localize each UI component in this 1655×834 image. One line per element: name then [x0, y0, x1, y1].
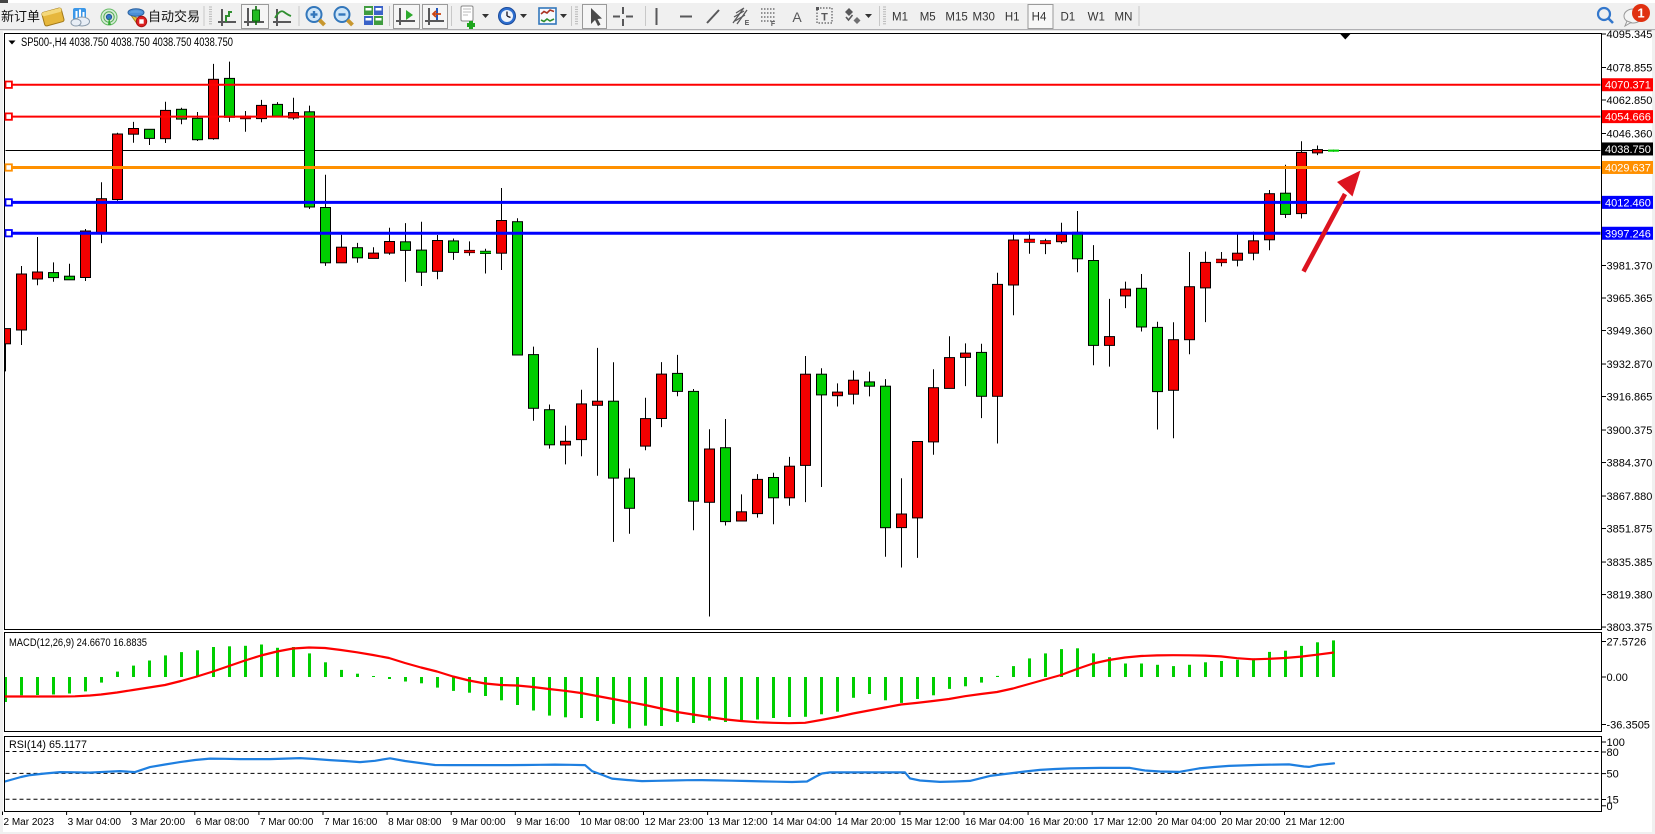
- svg-text:3997.246: 3997.246: [1605, 228, 1651, 240]
- svg-text:3932.870: 3932.870: [1607, 359, 1653, 371]
- svg-text:3916.865: 3916.865: [1607, 392, 1653, 404]
- svg-text:-36.3505: -36.3505: [1607, 720, 1650, 732]
- svg-text:自动交易: 自动交易: [148, 9, 200, 24]
- svg-text:3819.380: 3819.380: [1607, 590, 1653, 602]
- svg-text:3 Mar 04:00: 3 Mar 04:00: [68, 817, 122, 828]
- svg-text:14 Mar 04:00: 14 Mar 04:00: [773, 817, 832, 828]
- svg-text:21 Mar 12:00: 21 Mar 12:00: [1286, 817, 1345, 828]
- svg-text:9 Mar 00:00: 9 Mar 00:00: [452, 817, 506, 828]
- svg-text:12 Mar 23:00: 12 Mar 23:00: [645, 817, 704, 828]
- svg-text:4012.460: 4012.460: [1605, 197, 1651, 209]
- svg-text:8 Mar 08:00: 8 Mar 08:00: [388, 817, 442, 828]
- svg-text:27.5726: 27.5726: [1607, 637, 1647, 649]
- svg-text:15: 15: [1607, 795, 1619, 807]
- svg-text:7 Mar 16:00: 7 Mar 16:00: [324, 817, 378, 828]
- svg-text:7 Mar 00:00: 7 Mar 00:00: [260, 817, 314, 828]
- svg-text:M1: M1: [892, 12, 908, 24]
- svg-text:3900.375: 3900.375: [1607, 425, 1653, 437]
- svg-text:9 Mar 16:00: 9 Mar 16:00: [516, 817, 570, 828]
- svg-text:3965.365: 3965.365: [1607, 293, 1653, 305]
- svg-text:2 Mar 2023: 2 Mar 2023: [4, 817, 55, 828]
- svg-text:3949.360: 3949.360: [1607, 326, 1653, 338]
- svg-text:15 Mar 12:00: 15 Mar 12:00: [901, 817, 960, 828]
- svg-text:10 Mar 08:00: 10 Mar 08:00: [580, 817, 639, 828]
- svg-text:0: 0: [1607, 801, 1613, 813]
- svg-text:80: 80: [1607, 747, 1619, 759]
- svg-text:新订单: 新订单: [1, 9, 40, 24]
- svg-text:50: 50: [1607, 769, 1619, 781]
- svg-text:M5: M5: [920, 12, 936, 24]
- svg-text:MACD(12,26,9) 24.6670 16.8835: MACD(12,26,9) 24.6670 16.8835: [9, 637, 147, 649]
- svg-text:SP500-,H4 4038.750 4038.750 4: SP500-,H4 4038.750 4038.750 4038.750 403…: [21, 37, 233, 49]
- svg-text:4078.855: 4078.855: [1607, 62, 1653, 74]
- svg-text:W1: W1: [1088, 12, 1105, 24]
- svg-text:13 Mar 12:00: 13 Mar 12:00: [709, 817, 768, 828]
- svg-text:4038.750: 4038.750: [1605, 144, 1651, 156]
- svg-text:4029.637: 4029.637: [1605, 162, 1651, 174]
- svg-text:1: 1: [1637, 6, 1644, 21]
- svg-text:20 Mar 20:00: 20 Mar 20:00: [1221, 817, 1280, 828]
- svg-text:16 Mar 04:00: 16 Mar 04:00: [965, 817, 1024, 828]
- svg-text:H1: H1: [1005, 12, 1020, 24]
- svg-text:3981.370: 3981.370: [1607, 261, 1653, 273]
- svg-text:4070.371: 4070.371: [1605, 80, 1651, 92]
- svg-text:A: A: [792, 9, 802, 25]
- svg-text:M15: M15: [945, 12, 967, 24]
- svg-text:F: F: [771, 21, 776, 28]
- svg-text:17 Mar 12:00: 17 Mar 12:00: [1093, 817, 1152, 828]
- svg-text:16 Mar 20:00: 16 Mar 20:00: [1029, 817, 1088, 828]
- svg-text:3 Mar 20:00: 3 Mar 20:00: [132, 817, 186, 828]
- svg-text:D1: D1: [1060, 12, 1075, 24]
- svg-text:4046.360: 4046.360: [1607, 128, 1653, 140]
- svg-text:14 Mar 20:00: 14 Mar 20:00: [837, 817, 896, 828]
- svg-text:6 Mar 08:00: 6 Mar 08:00: [196, 817, 250, 828]
- svg-text:4095.345: 4095.345: [1607, 29, 1653, 41]
- svg-text:20 Mar 04:00: 20 Mar 04:00: [1157, 817, 1216, 828]
- svg-text:H4: H4: [1032, 12, 1047, 24]
- svg-text:3803.375: 3803.375: [1607, 622, 1653, 634]
- svg-text:4062.850: 4062.850: [1607, 95, 1653, 107]
- svg-text:3835.385: 3835.385: [1607, 557, 1653, 569]
- svg-text:100: 100: [1607, 737, 1625, 749]
- svg-text:3851.875: 3851.875: [1607, 524, 1653, 536]
- svg-text:MN: MN: [1115, 12, 1133, 24]
- svg-text:E: E: [745, 20, 750, 27]
- svg-text:3867.880: 3867.880: [1607, 491, 1653, 503]
- svg-text:4054.666: 4054.666: [1605, 112, 1651, 124]
- svg-text:RSI(14) 65.1177: RSI(14) 65.1177: [9, 739, 87, 751]
- svg-text:0.00: 0.00: [1607, 672, 1628, 684]
- svg-text:T: T: [821, 12, 828, 24]
- svg-text:M30: M30: [973, 12, 995, 24]
- svg-text:3884.370: 3884.370: [1607, 458, 1653, 470]
